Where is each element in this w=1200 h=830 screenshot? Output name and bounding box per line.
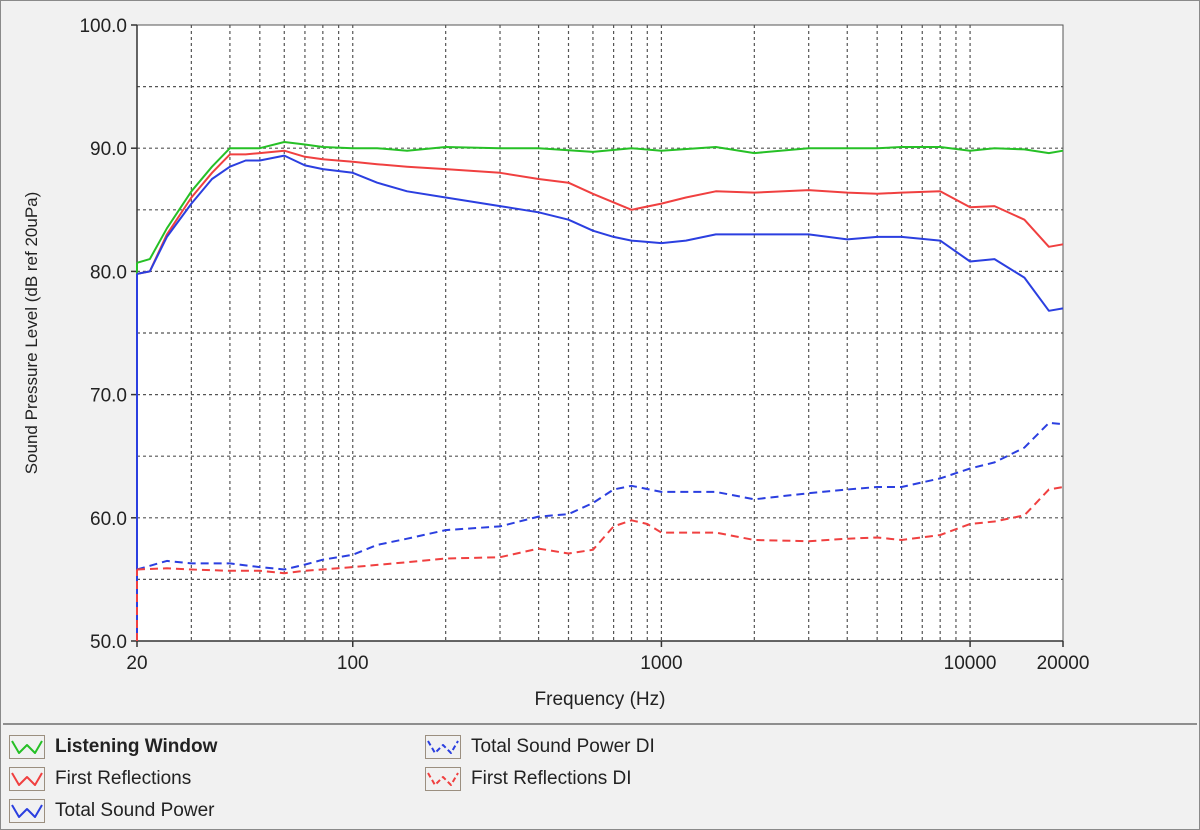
legend-swatch-icon [9,767,45,791]
x-tick-label: 20 [126,653,147,674]
legend-item-total-sound-power: Total Sound Power [9,797,215,825]
legend-swatch-icon [9,799,45,823]
legend-label: Listening Window [55,736,218,757]
grid-lines [137,25,1063,641]
x-tick-label: 10000 [944,653,997,674]
y-tick-label: 100.0 [79,16,127,37]
x-axis-label: Frequency (Hz) [535,689,666,710]
legend-label: Total Sound Power [55,800,215,821]
legend-item-first-reflections: First Reflections [9,765,191,793]
y-tick-label: 60.0 [90,509,127,530]
series-line-first-reflections-di [136,486,1064,575]
legend-label: First Reflections DI [471,768,632,789]
series-line-total-sound-power-di [136,421,1064,571]
legend-item-total-sound-power-di: Total Sound Power DI [425,733,655,761]
x-tick-label: 20000 [1037,653,1090,674]
series-line-first-reflections [136,149,1064,275]
y-tick-label: 50.0 [90,632,127,653]
legend-item-listening-window: Listening Window [9,733,217,761]
axes: 50.0 60.0 70.0 80.0 90.0 100.0 20 100 1000 10000 2… [79,16,1089,674]
y-tick-label: 70.0 [90,386,127,407]
legend-swatch-icon [9,735,45,759]
series-line-listening-window [136,141,1064,264]
x-tick-label: 100 [337,653,369,674]
y-tick-label: 80.0 [90,262,127,283]
legend-label: First Reflections [55,768,192,789]
legend-swatch-icon [425,767,461,791]
legend-item-first-reflections-di: First Reflections DI [425,765,631,793]
y-axis-label: Sound Pressure Level (dB ref 20uPa) [22,192,41,475]
x-tick-label: 1000 [640,653,682,674]
frequency-response-chart: 50.0 60.0 70.0 80.0 90.0 100.0 20 100 1000 10000 2… [22,16,1089,710]
series-line-total-sound-power [136,154,1064,312]
y-tick-label: 90.0 [90,139,127,160]
legend-swatch-icon [425,735,461,759]
series-lines [136,141,1064,641]
legend-label: Total Sound Power DI [471,736,655,757]
legend: Listening Window First Reflections Total S… [3,723,1197,829]
